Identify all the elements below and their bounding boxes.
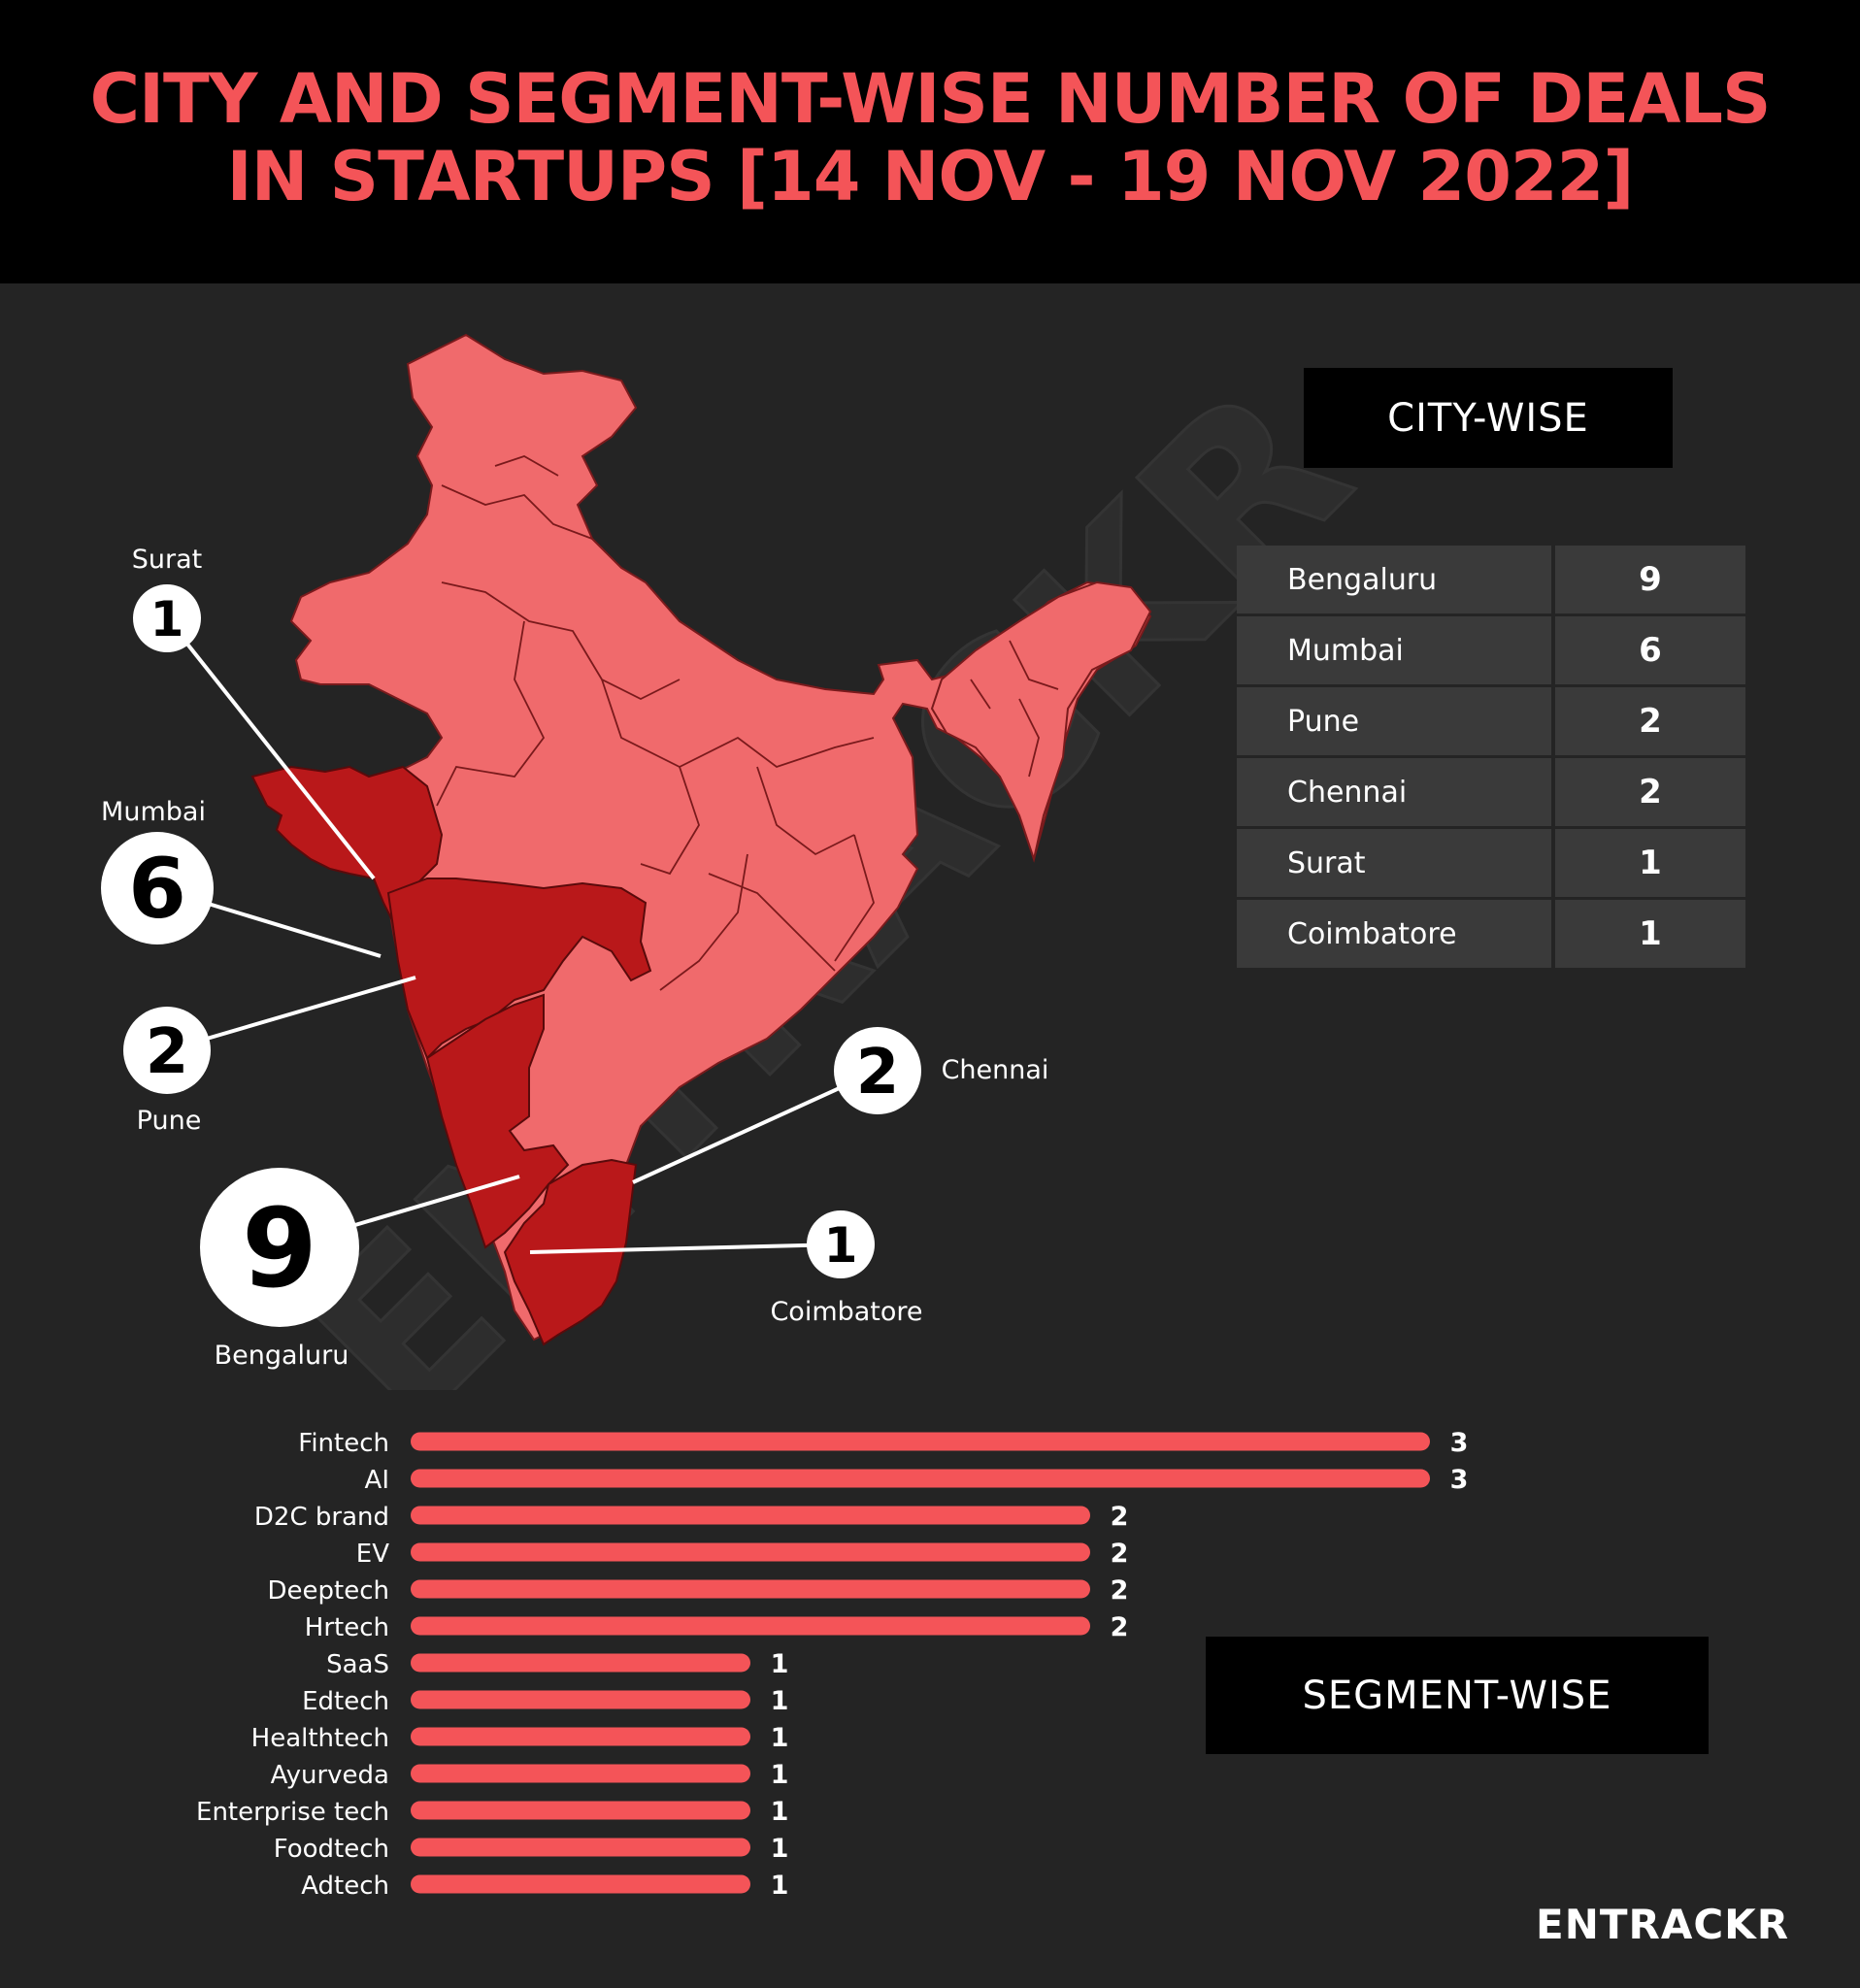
- segment-bar-chart: Fintech 3 AI 3 D2C brand 2 EV 2 Deeptech 2 Hrtech 2…: [196, 1428, 1469, 1901]
- chennai-callout-circle: [834, 1027, 921, 1114]
- segment-value-label: 2: [1111, 1539, 1129, 1569]
- callout-circles: [101, 584, 921, 1327]
- pune-callout-value: 2: [146, 1016, 189, 1088]
- segment-bar: [411, 1579, 1090, 1599]
- city-deals-cell: 1: [1555, 829, 1745, 897]
- segment-bar: [411, 1469, 1430, 1488]
- mumbai-callout-value: 6: [128, 841, 186, 938]
- city-wise-label: CITY-WISE: [1304, 368, 1673, 468]
- segment-value-label: 1: [771, 1871, 789, 1901]
- city-deals-cell: 2: [1555, 687, 1745, 755]
- state-borders: [436, 455, 1059, 991]
- header-banner: CITY AND SEGMENT-WISE NUMBER OF DEALS IN…: [0, 0, 1860, 283]
- title-line-2: IN STARTUPS [14 NOV - 19 NOV 2022]: [226, 137, 1635, 216]
- city-table: Bengaluru 9 Mumbai 6 Pune 2 Chennai 2 Su…: [1237, 546, 1745, 971]
- segment-label: Healthtech: [251, 1724, 389, 1753]
- city-name-cell: Mumbai: [1237, 616, 1551, 684]
- chennai-label: Chennai: [942, 1055, 1049, 1085]
- callout-values: 1 6 2 9 2 1: [128, 591, 899, 1312]
- india-map: ENTRACKR: [101, 333, 1398, 1390]
- segment-value-label: 1: [771, 1834, 789, 1864]
- city-row: Pune 2: [1237, 687, 1745, 755]
- coimbatore-label: Coimbatore: [770, 1297, 922, 1327]
- segment-value-label: 2: [1111, 1575, 1129, 1606]
- coimbatore-callout-circle: [807, 1210, 875, 1278]
- segment-value-label: 1: [771, 1797, 789, 1827]
- segment-label: Edtech: [302, 1687, 389, 1716]
- segment-bar: [411, 1764, 750, 1783]
- segment-bar: [411, 1432, 1430, 1451]
- pune-label: Pune: [137, 1106, 202, 1136]
- city-deals-cell: 1: [1555, 900, 1745, 968]
- segment-bar: [411, 1542, 1090, 1562]
- segment-bar: [411, 1616, 1090, 1636]
- segment-label: D2C brand: [254, 1503, 389, 1532]
- segment-bar: [411, 1874, 750, 1894]
- mumbai-callout-circle: [101, 832, 214, 944]
- page-title: CITY AND SEGMENT-WISE NUMBER OF DEALS IN…: [0, 60, 1860, 215]
- segment-bar: [411, 1838, 750, 1857]
- bengaluru-callout-circle: [200, 1168, 359, 1327]
- city-deals-cell: 2: [1555, 758, 1745, 826]
- pune-callout-circle: [123, 1007, 211, 1094]
- segment-bar: [411, 1801, 750, 1820]
- segment-label: Enterprise tech: [196, 1798, 389, 1827]
- segment-label: Foodtech: [274, 1835, 389, 1864]
- surat-callout-circle: [133, 584, 201, 652]
- entrackr-logo: ENTRACKR: [1536, 1901, 1790, 1948]
- title-line-1: CITY AND SEGMENT-WISE NUMBER OF DEALS: [89, 59, 1772, 139]
- chennai-callout-value: 2: [856, 1037, 900, 1109]
- segment-value-label: 1: [771, 1649, 789, 1679]
- segment-label: Deeptech: [268, 1576, 389, 1606]
- city-deals-cell: 9: [1555, 546, 1745, 613]
- city-row: Chennai 2: [1237, 758, 1745, 826]
- segment-bar: [411, 1506, 1090, 1525]
- segment-label: Hrtech: [305, 1613, 389, 1642]
- segment-value-label: 3: [1450, 1428, 1469, 1458]
- segment-bar: [411, 1690, 750, 1709]
- segment-bar: [411, 1727, 750, 1746]
- segment-label: Adtech: [301, 1872, 389, 1901]
- surat-callout-value: 1: [150, 591, 184, 647]
- maharashtra-region: [386, 878, 652, 1060]
- segment-bar: [411, 1653, 750, 1673]
- city-row: Mumbai 6: [1237, 616, 1745, 684]
- segment-label: Ayurveda: [271, 1761, 389, 1790]
- city-row: Bengaluru 9: [1237, 546, 1745, 613]
- city-name-cell: Surat: [1237, 829, 1551, 897]
- karnataka-region: [425, 993, 570, 1249]
- city-deals-cell: 6: [1555, 616, 1745, 684]
- segment-label: AI: [365, 1466, 389, 1495]
- bengaluru-label: Bengaluru: [215, 1341, 349, 1371]
- segment-label: Fintech: [298, 1429, 389, 1458]
- bengaluru-callout-value: 9: [242, 1186, 317, 1312]
- segment-label: EV: [356, 1540, 389, 1569]
- city-row: Coimbatore 1: [1237, 900, 1745, 968]
- segment-value-label: 2: [1111, 1612, 1129, 1642]
- coimbatore-callout-value: 1: [824, 1217, 858, 1274]
- segment-label: SaaS: [326, 1650, 389, 1679]
- segment-wise-label: SEGMENT-WISE: [1206, 1637, 1709, 1754]
- segment-value-label: 1: [771, 1686, 789, 1716]
- segment-value-label: 2: [1111, 1502, 1129, 1532]
- segment-value-label: 1: [771, 1723, 789, 1753]
- city-row: Surat 1: [1237, 829, 1745, 897]
- segment-value-label: 3: [1450, 1465, 1469, 1495]
- city-name-cell: Pune: [1237, 687, 1551, 755]
- mumbai-label: Mumbai: [101, 797, 206, 827]
- surat-label: Surat: [132, 545, 202, 575]
- city-name-cell: Bengaluru: [1237, 546, 1551, 613]
- city-name-cell: Coimbatore: [1237, 900, 1551, 968]
- callout-labels: Surat Mumbai Pune Bengaluru Chennai Coim…: [101, 545, 1048, 1371]
- segment-value-label: 1: [771, 1760, 789, 1790]
- city-name-cell: Chennai: [1237, 758, 1551, 826]
